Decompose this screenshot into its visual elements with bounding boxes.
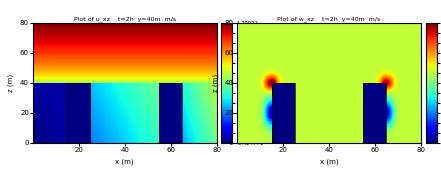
Bar: [67, 83, 90, 143]
X-axis label: x (m): x (m): [320, 158, 338, 165]
X-axis label: x (m): x (m): [116, 158, 134, 165]
Title: Plot of u_xz    t=2h  y=40m  m/s: Plot of u_xz t=2h y=40m m/s: [74, 16, 176, 22]
Bar: [159, 83, 182, 143]
Title: Plot of w_xz    t=2h  y=40m  m/s: Plot of w_xz t=2h y=40m m/s: [277, 16, 381, 22]
Bar: [272, 83, 295, 143]
Bar: [363, 83, 386, 143]
Y-axis label: z (m): z (m): [8, 74, 15, 92]
Y-axis label: z (m): z (m): [212, 74, 219, 92]
